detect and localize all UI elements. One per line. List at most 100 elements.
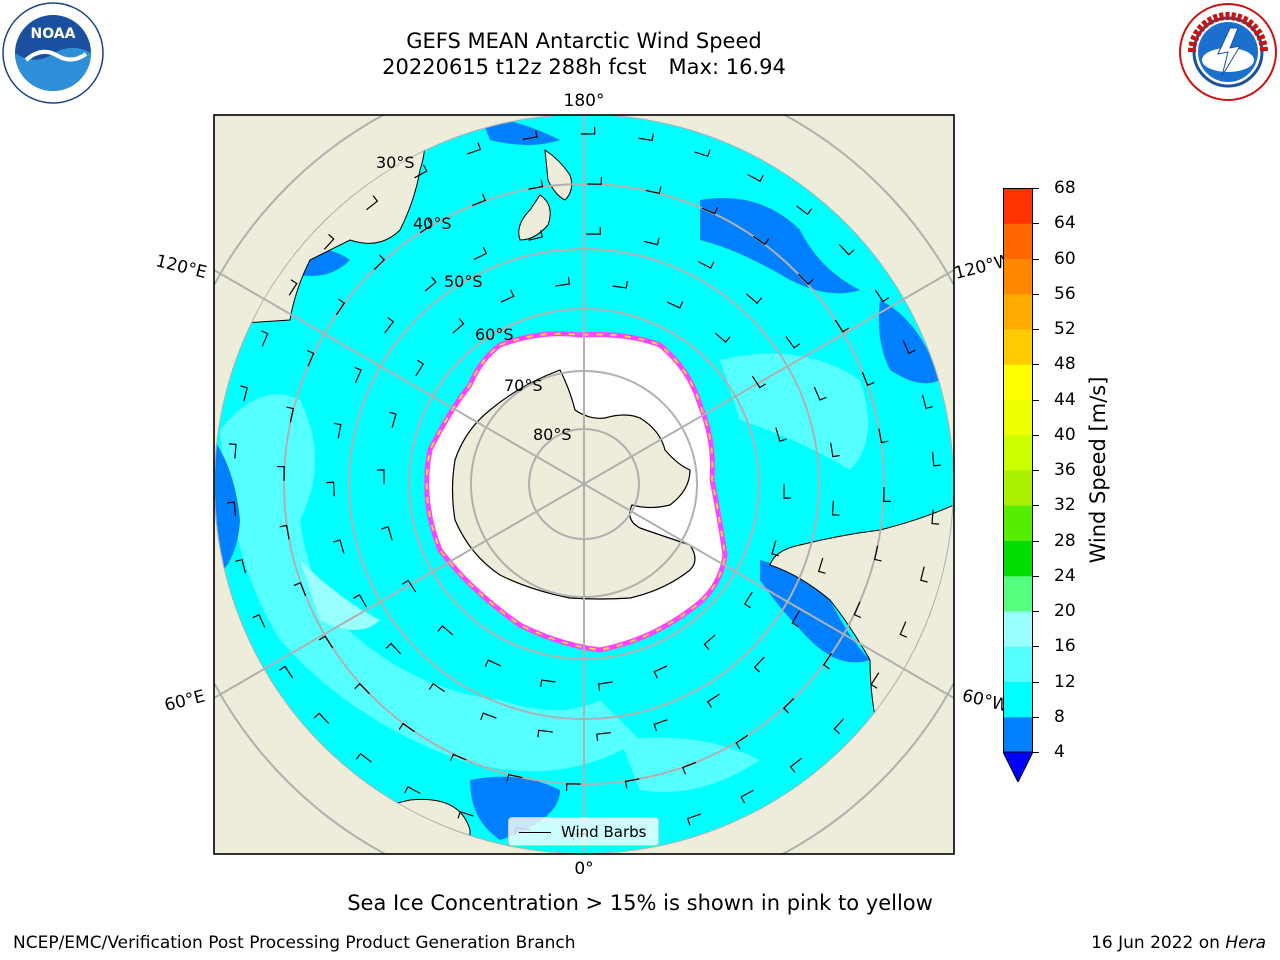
footer-credit: NCEP/EMC/Verification Post Processing Pr… [13,933,576,953]
wind-barb [313,712,330,724]
wind-barb [697,261,715,269]
wind-barb [484,659,502,667]
colorbar-tick-mark [1033,434,1039,436]
wind-barb [853,601,862,619]
wind-barb [791,610,800,628]
wind-barb [522,129,538,140]
wind-barb [920,566,928,583]
wind-barb [467,142,482,155]
colorbar-segment [1003,540,1033,577]
lat-label-60s: 60°S [475,325,514,344]
wind-barb [277,466,285,481]
wind-barb [638,133,654,142]
wind-barb [473,246,488,261]
wind-barb [452,318,465,334]
colorbar-tick-label: 36 [1054,460,1076,480]
wind-barb [596,732,611,742]
wind-barb [771,540,779,557]
wind-barb [366,195,379,211]
colorbar-tick-mark [1033,575,1039,577]
wind-barb [398,722,415,733]
wind-barb [414,164,428,179]
lat-label-30s: 30°S [376,153,415,172]
wind-barb [703,634,716,650]
wind-barb [381,526,393,541]
colorbar-segment [1003,434,1033,471]
wind-barb [883,487,891,502]
wind-barb [385,642,402,655]
wind-barb [813,386,827,401]
wind-barb [899,621,908,638]
colorbar-tick-mark [1033,716,1039,718]
wind-barb [624,778,640,789]
wind-barb [384,317,395,334]
wind-barb [401,579,417,593]
wind-barb [643,237,660,246]
wind-barb [335,298,346,315]
wind-barb [775,427,787,442]
colorbar-tick-label: 56 [1054,283,1076,304]
wind-barb [612,281,628,289]
wind-barb [437,625,454,636]
wind-barb [480,712,497,721]
lat-label-80s: 80°S [533,425,572,444]
wind-barb [260,330,269,347]
colorbar-tick-label: 40 [1054,424,1076,445]
colorbar-tick-label: 32 [1054,495,1076,516]
wind-barb [323,233,335,250]
colorbar-tick-label: 68 [1054,178,1076,198]
legend: Wind Barbs [508,817,659,846]
wind-barb [706,693,720,708]
colorbar-tick-mark [1033,752,1039,753]
wind-barb [597,681,613,691]
lat-label-50s: 50°S [444,272,483,291]
wind-barb [740,789,754,804]
colorbar-segment [1003,681,1033,718]
nws-logo [1179,3,1277,101]
wind-barb [753,235,770,246]
wind-barb [278,665,294,679]
colorbar-segment [1003,188,1033,224]
max-value-label: Max: 16.94 [668,55,786,79]
wind-barb [878,428,889,444]
wind-barb [306,349,315,367]
colorbar-tick-label: 48 [1054,354,1076,375]
wind-barbs [227,126,941,842]
wind-barb [355,752,372,763]
wind-barb [870,672,880,689]
sea-ice-caption: Sea Ice Concentration > 15% is shown in … [347,891,933,915]
longitude-gridlines [214,115,954,854]
wind-barb [817,557,826,574]
wind-barb [279,524,290,540]
lat-label-40s: 40°S [413,214,452,233]
colorbar-tick-mark [1033,258,1039,260]
wind-barb [424,276,437,292]
wind-barb [318,635,334,649]
wind-barb [645,186,662,195]
wind-barb [874,289,890,303]
wind-barb [373,254,386,271]
colorbar [1003,188,1033,782]
colorbar-segment [1003,364,1033,400]
antarctica-land [451,369,696,600]
wind-barb [333,422,342,439]
colorbar-tick-mark [1033,188,1039,189]
noaa-logo-text: NOAA [31,26,76,42]
wind-barb [751,375,767,389]
wind-barb [682,761,697,775]
wind-barb [796,205,813,216]
colorbar-extend-arrow [1003,751,1033,782]
wind-barb [326,481,335,497]
legend-label: Wind Barbs [561,823,647,841]
colorbar-tick-mark [1033,364,1039,366]
wind-barb [822,653,833,670]
wind-barb [735,734,749,750]
wind-barb [834,319,850,333]
wind-barb [354,366,362,384]
wind-barb [457,810,474,819]
colorbar-segment [1003,611,1033,647]
wind-barb [377,469,385,484]
colorbar-tick-mark [1033,329,1039,330]
colorbar-tick-mark [1033,540,1039,542]
wind-barb [449,753,467,762]
